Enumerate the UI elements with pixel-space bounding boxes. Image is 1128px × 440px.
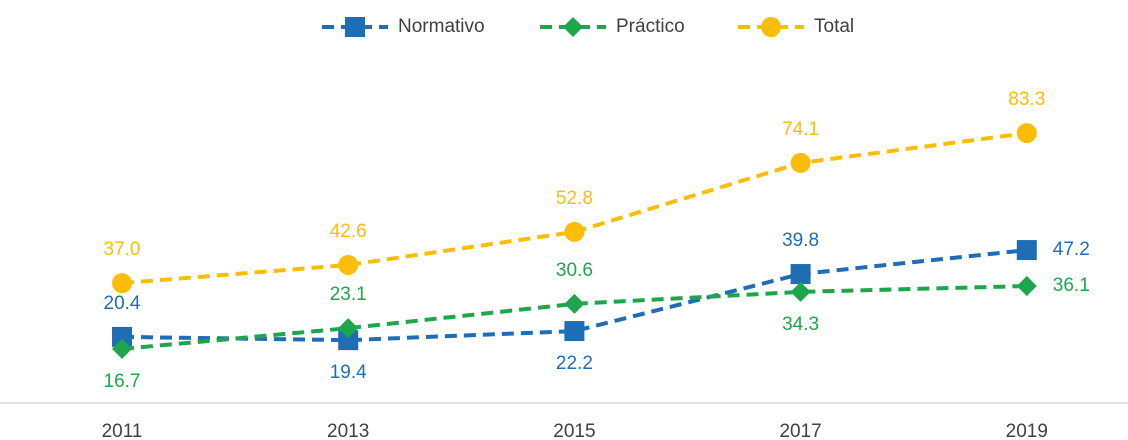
data-label: 22.2: [556, 353, 593, 374]
data-label: 83.3: [1008, 89, 1045, 110]
data-point: [112, 273, 132, 294]
data-label: 39.8: [782, 230, 819, 251]
data-label: 74.1: [782, 119, 819, 140]
data-point: [1016, 240, 1037, 261]
data-point: [338, 254, 359, 275]
data-point: [790, 281, 811, 302]
data-point: [112, 326, 132, 347]
data-label: 19.4: [330, 362, 367, 383]
data-point: [790, 264, 811, 285]
data-label: 52.8: [556, 188, 593, 209]
data-point: [338, 330, 359, 351]
data-point: [790, 152, 811, 173]
x-tick-label: 2017: [779, 421, 821, 440]
data-label: 34.3: [782, 314, 819, 335]
legend-marker: [761, 17, 781, 37]
x-tick-label: 2013: [327, 421, 369, 440]
data-point: [112, 338, 132, 359]
data-label: 30.6: [556, 260, 593, 281]
data-label: 20.4: [104, 293, 141, 314]
x-tick-label: 2015: [553, 421, 595, 440]
data-label: 36.1: [1053, 275, 1090, 296]
legend-label: Total: [814, 16, 854, 37]
legend-label: Normativo: [398, 16, 485, 37]
data-point: [564, 221, 585, 242]
data-label: 37.0: [104, 239, 141, 260]
legend-marker: [345, 17, 365, 37]
data-label: 16.7: [104, 371, 141, 392]
data-point: [1016, 276, 1037, 297]
data-label: 23.1: [330, 284, 367, 305]
legend-marker: [563, 17, 583, 37]
x-tick-label: 2019: [1006, 421, 1048, 440]
data-point: [338, 318, 359, 339]
series-line: [121, 248, 1028, 343]
x-tick-label: 2011: [102, 421, 143, 440]
legend-label: Práctico: [616, 16, 685, 37]
data-point: [1016, 123, 1037, 144]
data-label: 42.6: [330, 221, 367, 242]
data-label: 47.2: [1053, 239, 1090, 260]
data-point: [564, 321, 585, 342]
series-line: [121, 131, 1028, 286]
data-point: [564, 293, 585, 314]
